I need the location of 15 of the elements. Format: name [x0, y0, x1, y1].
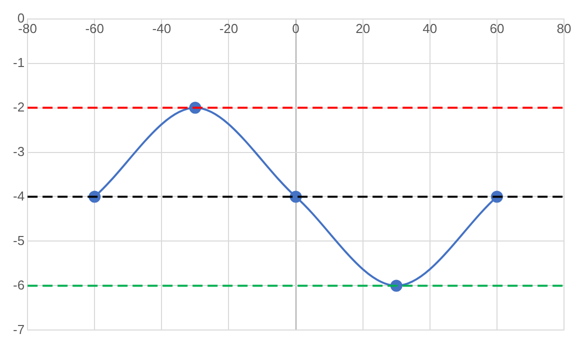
y-tick-label: -7 — [12, 322, 25, 337]
x-tick-label: 40 — [422, 21, 438, 36]
x-tick-label: -40 — [152, 21, 172, 36]
x-tick-label: -60 — [85, 21, 104, 36]
y-tick-label: -5 — [12, 232, 25, 248]
y-tick-label: -2 — [12, 99, 25, 114]
y-tick-label: -3 — [12, 144, 25, 159]
y-tick-label: -4 — [12, 188, 25, 204]
x-tick-label: 0 — [292, 21, 300, 36]
x-tick-label: 20 — [356, 21, 370, 36]
y-tick-label: -1 — [12, 54, 25, 70]
x-tick-label: -20 — [219, 21, 238, 36]
y-tick-label: -6 — [12, 277, 25, 292]
x-tick-label: 80 — [556, 21, 572, 36]
x-tick-label: 60 — [490, 21, 504, 36]
